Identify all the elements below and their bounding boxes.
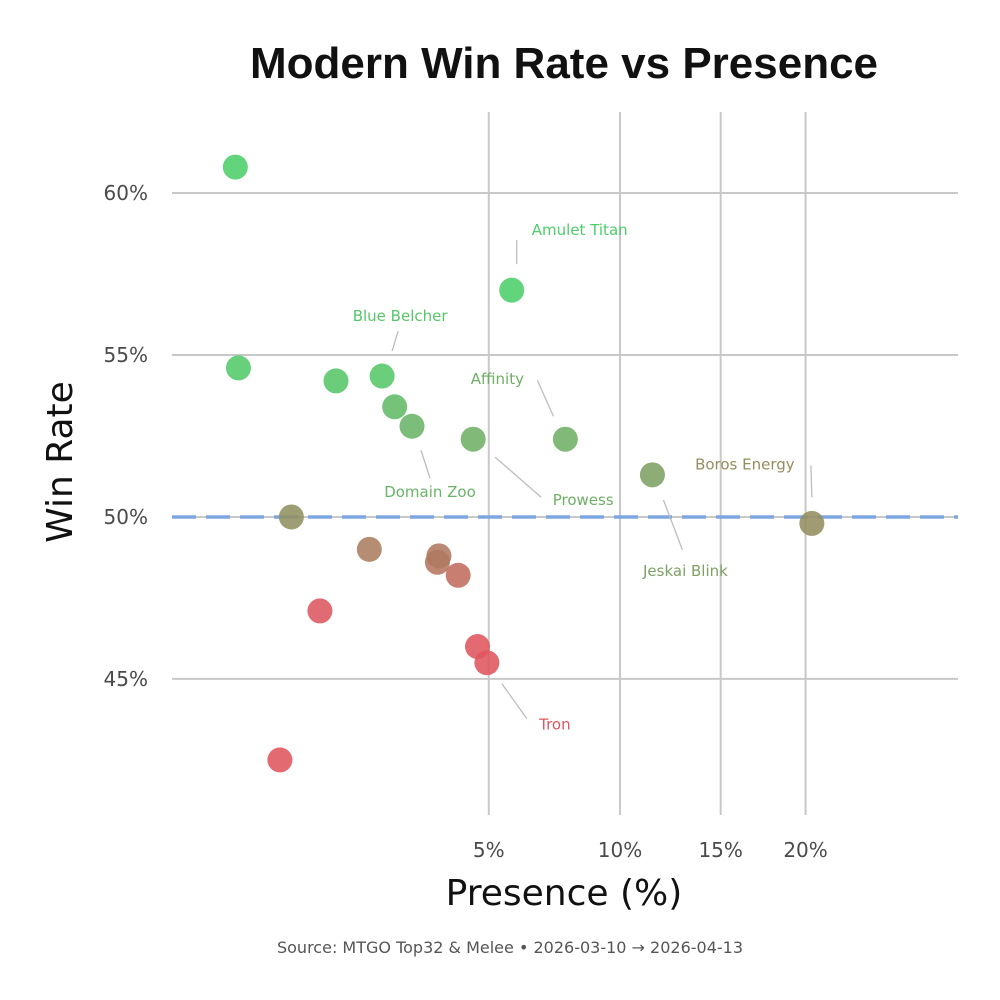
x-axis-title: Presence (%) bbox=[446, 873, 683, 914]
x-tick-label: 5% bbox=[473, 838, 505, 862]
grid-lines bbox=[172, 112, 958, 815]
data-point[interactable] bbox=[799, 510, 825, 536]
data-point[interactable] bbox=[356, 536, 382, 562]
point-label: Prowess bbox=[553, 491, 614, 509]
chart-title: Modern Win Rate vs Presence bbox=[250, 39, 878, 88]
label-leaders bbox=[391, 240, 813, 720]
data-point[interactable] bbox=[499, 277, 525, 303]
x-tick-label: 20% bbox=[783, 838, 827, 862]
data-point[interactable] bbox=[278, 504, 304, 530]
label-leader-line bbox=[391, 330, 399, 352]
x-tick-label: 10% bbox=[598, 838, 642, 862]
data-point[interactable] bbox=[382, 394, 408, 420]
label-leader-line bbox=[662, 499, 684, 551]
data-point[interactable] bbox=[307, 598, 333, 624]
point-label: Boros Energy bbox=[695, 455, 795, 473]
y-axis-title: Win Rate bbox=[40, 381, 81, 543]
data-point[interactable] bbox=[267, 747, 293, 773]
point-label: Affinity bbox=[471, 370, 524, 388]
tick-labels: 5% 10% 15% 20% 45% 50% 55% 60% bbox=[104, 181, 828, 862]
data-point[interactable] bbox=[445, 562, 471, 588]
data-point[interactable] bbox=[225, 355, 251, 381]
y-tick-label: 55% bbox=[104, 343, 148, 367]
data-point[interactable] bbox=[369, 363, 395, 389]
source-caption: Source: MTGO Top32 & Melee • 2026-03-10 … bbox=[277, 938, 743, 957]
y-tick-label: 50% bbox=[104, 505, 148, 529]
data-points bbox=[222, 154, 825, 773]
label-leader-line bbox=[420, 450, 431, 479]
data-point[interactable] bbox=[460, 426, 486, 452]
data-point[interactable] bbox=[222, 154, 248, 180]
point-label: Amulet Titan bbox=[532, 221, 628, 239]
y-tick-label: 45% bbox=[104, 667, 148, 691]
data-point[interactable] bbox=[399, 413, 425, 439]
point-labels: Blue Belcher Domain Zoo Prowess Tron Amulet … bbox=[353, 221, 795, 734]
x-tick-label: 15% bbox=[698, 838, 742, 862]
label-leader-line bbox=[536, 379, 554, 417]
data-point[interactable] bbox=[552, 426, 578, 452]
label-leader-line bbox=[810, 465, 813, 498]
point-label: Blue Belcher bbox=[353, 307, 449, 325]
label-leader-line bbox=[501, 683, 528, 720]
label-leader-line bbox=[494, 456, 542, 498]
y-tick-label: 60% bbox=[104, 181, 148, 205]
data-point[interactable] bbox=[474, 650, 500, 676]
data-point[interactable] bbox=[639, 462, 665, 488]
data-point[interactable] bbox=[426, 543, 452, 569]
data-point[interactable] bbox=[323, 368, 349, 394]
point-label: Tron bbox=[538, 716, 570, 734]
point-label: Domain Zoo bbox=[384, 483, 476, 501]
point-label: Jeskai Blink bbox=[642, 562, 728, 580]
